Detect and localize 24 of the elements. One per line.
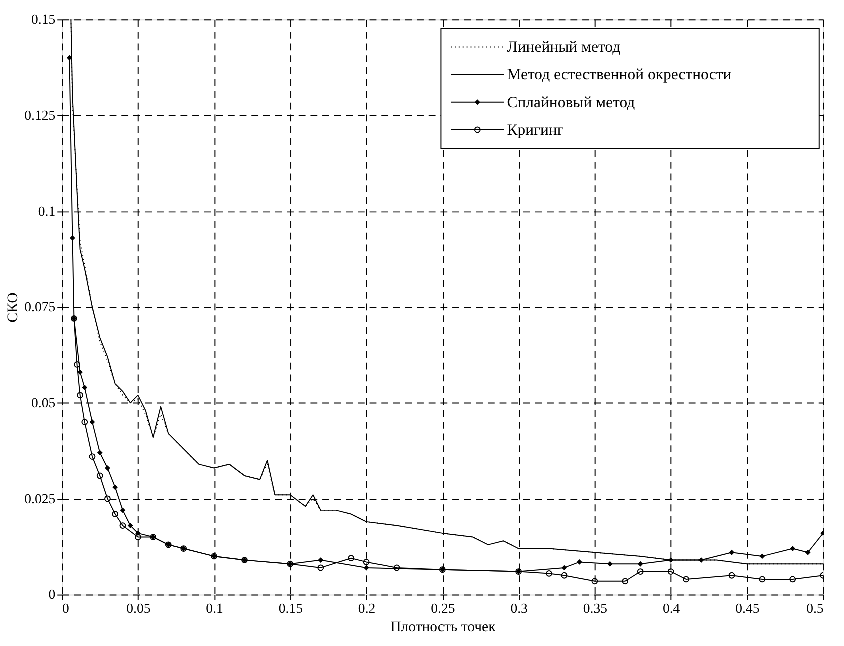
y-tick-label: 0.025 <box>24 491 56 506</box>
x-tick-label: 0.3 <box>510 601 528 616</box>
x-tick-label: 0.5 <box>806 601 824 616</box>
y-axis-title: СКО <box>6 292 22 323</box>
x-tick-label: 0.05 <box>126 601 151 616</box>
x-tick-label: 0.1 <box>206 601 224 616</box>
y-tick-label: 0.1 <box>38 204 56 219</box>
x-tick-label: 0 <box>62 601 70 616</box>
x-tick-label: 0.35 <box>583 601 608 616</box>
y-tick-label: 0.05 <box>32 396 56 411</box>
x-axis-title: Плотность точек <box>390 620 497 636</box>
legend-label: Сплайновый метод <box>507 94 636 112</box>
y-tick-label: 0.125 <box>24 108 56 123</box>
legend-label: Линейный метод <box>507 39 621 56</box>
y-tick-label: 0.15 <box>32 12 56 28</box>
x-tick-label: 0.45 <box>736 601 760 616</box>
x-tick-label: 0.2 <box>358 601 376 616</box>
x-tick-label: 0.4 <box>662 601 680 616</box>
legend-label: Кригинг <box>507 122 564 139</box>
legend-label: Метод естественной окрестности <box>507 66 732 84</box>
x-tick-label: 0.25 <box>431 601 456 616</box>
y-tick-label: 0.075 <box>24 300 56 315</box>
y-tick-label: 0 <box>48 587 56 602</box>
x-tick-label: 0.15 <box>278 601 304 616</box>
